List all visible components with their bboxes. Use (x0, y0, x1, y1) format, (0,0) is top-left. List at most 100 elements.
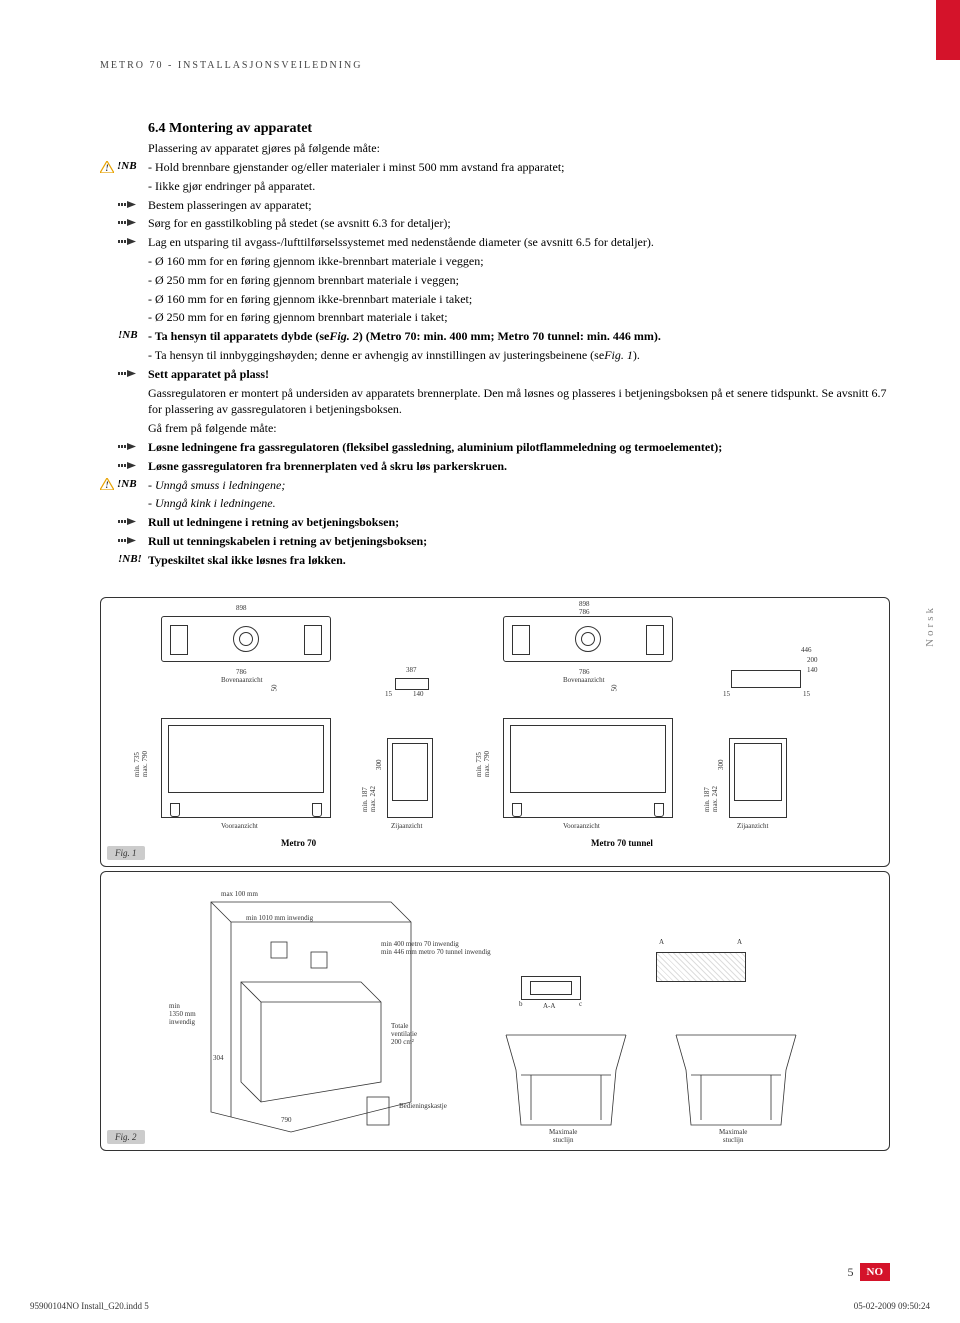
instruction-line: - Unngå kink i ledningene. (100, 495, 890, 512)
dim-50-left: 50 (271, 684, 279, 691)
svg-text:!: ! (105, 480, 109, 490)
view-side-left: Zijaanzicht (391, 822, 422, 830)
warning-marker: !!NB (100, 159, 148, 174)
instruction-line: - Ta hensyn til innbyggingshøyden; denne… (100, 347, 890, 364)
label-aa: A-A (543, 1002, 555, 1010)
instruction-text: - Hold brennbare gjenstander og/eller ma… (148, 159, 890, 176)
dim-bed: Bedieningskastje (399, 1102, 447, 1110)
arrow-marker (100, 533, 148, 549)
dim-15b: 15 (723, 690, 730, 698)
dim-max242-r: max. 242 (711, 785, 719, 811)
dim-min735-r: min. 735 (475, 752, 483, 777)
instruction-line: !NB!Typeskiltet skal ikke løsnes fra løk… (100, 552, 890, 569)
dim-300-r: 300 (717, 759, 725, 770)
dim-304: 304 (213, 1054, 224, 1062)
section-heading: Montering av apparatet (169, 121, 312, 136)
section-title: 6.4 Montering av apparatet (148, 121, 890, 137)
instruction-line: Sett apparatet på plass! (100, 366, 890, 383)
dim-387: 387 (406, 666, 417, 674)
dim-max790-l: max. 790 (141, 750, 149, 776)
instruction-line: Løsne ledningene fra gassregulatoren (fl… (100, 439, 890, 456)
dim-min1350: min 1350 mm inwendig (169, 1002, 196, 1026)
drawing-top-left (161, 616, 331, 662)
dim-300-l: 300 (375, 759, 383, 770)
instruction-text: - Iikke gjør endringer på apparatet. (148, 178, 890, 195)
dim-898-r: 898 (579, 600, 590, 608)
model-left: Metro 70 (281, 838, 316, 848)
instruction-text: Lag en utsparing til avgass-/lufttilførs… (148, 234, 890, 251)
instruction-text: - Ta hensyn til innbyggingshøyden; denne… (148, 347, 890, 364)
drawing-side-right (729, 738, 787, 818)
arrow-marker (100, 215, 148, 231)
instruction-line: Lag en utsparing til avgass-/lufttilførs… (100, 234, 890, 251)
dim-786-r1: 786 (579, 608, 590, 616)
instruction-line: - Ø 160 mm for en føring gjennom ikke-br… (100, 253, 890, 270)
drawing-top-right (503, 616, 673, 662)
view-side-right: Zijaanzicht (737, 822, 768, 830)
arrow-marker (100, 366, 148, 382)
drawing-section-aa (521, 976, 581, 1000)
dim-200: 200 (807, 656, 818, 664)
arrow-marker (100, 197, 148, 213)
instruction-text: - Ø 160 mm for en føring gjennom ikke-br… (148, 253, 890, 270)
dim-786-left: 786 (236, 668, 247, 676)
dim-786-r2: 786 (579, 668, 590, 676)
language-badge: NO (860, 1263, 891, 1281)
dim-min187-r: min. 187 (703, 787, 711, 812)
instruction-text: - Unngå smuss i ledningene; (148, 477, 890, 494)
figure-2: max 100 mm min 1010 mm inwendig min 400 … (100, 871, 890, 1151)
instruction-text: Typeskiltet skal ikke løsnes fra løkken. (148, 552, 890, 569)
instruction-text: - Ø 160 mm for en føring gjennom ikke-br… (148, 291, 890, 308)
drawing-section-right (671, 1030, 801, 1130)
dim-min446: min 446 mm metro 70 tunnel inwendig (381, 948, 491, 956)
dim-max100: max 100 mm (221, 890, 258, 898)
nb-marker: !NB (100, 328, 148, 343)
dim-min735-l: min. 735 (133, 752, 141, 777)
page-footer: 5 NO (848, 1263, 891, 1281)
dim-140a: 140 (413, 690, 424, 698)
view-front-right: Vooraanzicht (563, 822, 600, 830)
diagram-area: Norsk 898 786 Bovenaanzicht 50 387 15 14… (100, 597, 890, 1151)
instruction-text: Løsne gassregulatoren fra brennerplaten … (148, 458, 890, 475)
instruction-text: Gassregulatoren er montert på undersiden… (148, 385, 890, 419)
view-top-left: Bovenaanzicht (221, 676, 263, 684)
arrow-marker (100, 439, 148, 455)
page: Metro 70 - installasjonsveiledning 6.4 M… (0, 0, 960, 1323)
drawing-section-left (501, 1030, 631, 1130)
instruction-text: - Ta hensyn til apparatets dybde (seFig.… (148, 328, 890, 345)
instruction-line: !NB- Ta hensyn til apparatets dybde (seF… (100, 328, 890, 345)
svg-text:!: ! (105, 163, 109, 173)
dim-15a: 15 (385, 690, 392, 698)
drawing-small-right (731, 670, 801, 688)
instruction-line: - Ø 160 mm for en føring gjennom ikke-br… (100, 291, 890, 308)
dim-min1010: min 1010 mm inwendig (246, 914, 313, 922)
page-number: 5 (848, 1265, 854, 1280)
dim-15c: 15 (803, 690, 810, 698)
arrow-marker (100, 514, 148, 530)
instruction-text: Rull ut tenningskabelen i retning av bet… (148, 533, 890, 550)
dim-min187-l: min. 187 (361, 787, 369, 812)
instruction-text: - Ø 250 mm for en føring gjennom brennba… (148, 309, 890, 326)
instruction-list: !!NB- Hold brennbare gjenstander og/elle… (100, 159, 890, 569)
nb-excl-marker: !NB! (100, 552, 148, 567)
instruction-text: - Unngå kink i ledningene. (148, 495, 890, 512)
dim-446: 446 (801, 646, 812, 654)
instruction-line: !!NB- Unngå smuss i ledningene; (100, 477, 890, 494)
dim-790: 790 (281, 1116, 292, 1124)
accent-tab (936, 0, 960, 60)
fig1-label: Fig. 1 (107, 846, 145, 860)
arrow-marker (100, 458, 148, 474)
language-side-label: Norsk (924, 605, 936, 647)
dim-max790-r: max. 790 (483, 750, 491, 776)
label-maxstuc2: Maximale stuclijn (719, 1128, 747, 1144)
drawing-front-right (503, 718, 673, 818)
instruction-line: Rull ut tenningskabelen i retning av bet… (100, 533, 890, 550)
instruction-line: Gå frem på følgende måte: (100, 420, 890, 437)
dim-50-right: 50 (611, 684, 619, 691)
section-number: 6.4 (148, 121, 166, 136)
dim-min400: min 400 metro 70 inwendig (381, 940, 459, 948)
instruction-text: Bestem plasseringen av apparatet; (148, 197, 890, 214)
instruction-text: Sørg for en gasstilkobling på stedet (se… (148, 215, 890, 232)
label-a2: A (737, 938, 742, 946)
instruction-line: - Ø 250 mm for en føring gjennom brennba… (100, 309, 890, 326)
